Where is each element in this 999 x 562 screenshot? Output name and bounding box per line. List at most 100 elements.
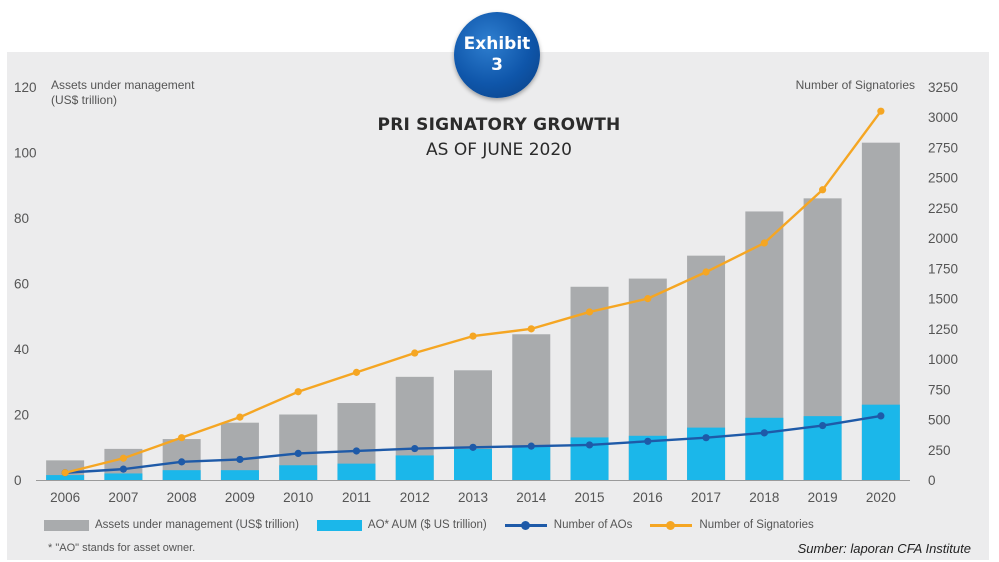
- point-number-of-aos: [236, 455, 244, 464]
- point-number-of-signatories: [469, 332, 477, 340]
- right-tick-label: 3000: [928, 110, 958, 125]
- x-tick-label: 2015: [575, 490, 605, 505]
- bar-ao-aum: [279, 465, 318, 480]
- right-tick-label: 250: [928, 443, 951, 458]
- right-tick-label: 2750: [928, 140, 958, 155]
- legend-label-aos: Number of AOs: [553, 519, 633, 531]
- point-number-of-signatories: [236, 413, 244, 421]
- bar-ao-aum: [454, 448, 492, 480]
- point-number-of-aos: [877, 412, 885, 420]
- x-tick-label: 2009: [225, 490, 255, 505]
- point-number-of-aos: [527, 442, 535, 450]
- x-tick-label: 2012: [400, 490, 430, 505]
- bar-ao-aum: [337, 463, 376, 480]
- right-tick-label: 2000: [928, 231, 958, 246]
- legend-swatch-ao-aum: [316, 519, 362, 531]
- right-tick-label: 1250: [928, 322, 958, 337]
- legend-label-signatories: Number of Signatories: [699, 519, 814, 531]
- legend-item-ao-aum: AO* AUM ($ US trillion): [316, 519, 487, 531]
- exhibit-number: 3: [491, 55, 503, 75]
- legend-item-aos: Number of AOs: [504, 519, 633, 531]
- legend-item-aum: Assets under management (US$ trillion): [44, 519, 299, 531]
- right-tick-label: 2500: [928, 171, 958, 186]
- exhibit-label: Exhibit: [463, 34, 531, 54]
- chart-subtitle: AS OF JUNE 2020: [426, 140, 572, 160]
- point-number-of-signatories: [294, 388, 302, 396]
- right-tick-label: 2250: [928, 201, 958, 216]
- left-axis-label: Assets under management (US$ trillion): [51, 78, 194, 108]
- exhibit-badge: Exhibit 3: [454, 12, 540, 98]
- point-number-of-aos: [585, 441, 594, 449]
- x-tick-label: 2008: [167, 490, 197, 505]
- x-tick-label: 2017: [691, 490, 721, 505]
- point-number-of-aos: [469, 443, 477, 451]
- right-tick-label: 1000: [928, 352, 958, 367]
- point-number-of-signatories: [411, 349, 419, 357]
- right-tick-label: 500: [928, 413, 951, 428]
- left-tick-label: 0: [14, 473, 22, 488]
- left-axis-label-line2: (US$ trillion): [51, 93, 118, 107]
- bar-ao-aum: [395, 455, 434, 480]
- footnote: * "AO" stands for asset owner.: [48, 542, 196, 554]
- point-number-of-aos: [294, 449, 302, 457]
- x-tick-label: 2019: [808, 490, 838, 505]
- legend-item-signatories: Number of Signatories: [650, 519, 814, 531]
- x-tick-label: 2018: [749, 490, 779, 505]
- right-axis-label: Number of Signatories: [795, 78, 915, 92]
- bar-ao-aum: [220, 470, 259, 480]
- source-note: Sumber: laporan CFA Institute: [797, 541, 971, 556]
- point-number-of-aos: [702, 434, 710, 442]
- x-tick-label: 2014: [516, 490, 547, 505]
- left-axis-label-line1: Assets under management: [51, 78, 195, 92]
- left-tick-label: 60: [14, 277, 29, 292]
- point-number-of-signatories: [644, 295, 652, 303]
- left-tick-label: 40: [14, 342, 29, 357]
- point-number-of-aos: [411, 444, 419, 453]
- x-tick-label: 2007: [108, 490, 138, 505]
- right-tick-label: 3250: [928, 80, 958, 95]
- point-number-of-aos: [352, 447, 361, 455]
- left-tick-label: 120: [14, 80, 37, 95]
- x-tick-label: 2010: [283, 490, 313, 505]
- point-number-of-signatories: [585, 308, 594, 316]
- right-tick-label: 1750: [928, 261, 958, 276]
- point-number-of-aos: [644, 437, 652, 445]
- x-tick-label: 2013: [458, 490, 488, 505]
- bar-ao-aum: [745, 417, 784, 480]
- left-tick-label: 100: [14, 146, 37, 161]
- point-number-of-signatories: [760, 239, 768, 247]
- point-number-of-aos: [760, 429, 768, 437]
- bar-ao-aum: [104, 473, 143, 480]
- point-number-of-aos: [819, 421, 827, 430]
- right-tick-label: 0: [928, 473, 936, 488]
- point-number-of-signatories: [527, 325, 535, 333]
- legend-swatch-aos: [504, 520, 547, 531]
- x-tick-label: 2011: [342, 490, 371, 505]
- left-tick-label: 20: [14, 408, 29, 423]
- point-number-of-signatories: [819, 186, 827, 194]
- legend-label-ao-aum: AO* AUM ($ US trillion): [367, 519, 487, 531]
- point-number-of-signatories: [178, 434, 186, 442]
- point-number-of-signatories: [877, 107, 885, 115]
- point-number-of-signatories: [119, 454, 127, 462]
- legend-swatch-signatories: [650, 520, 693, 531]
- bar-ao-aum: [162, 470, 201, 480]
- right-tick-label: 1500: [928, 292, 958, 307]
- point-number-of-signatories: [61, 469, 69, 477]
- legend-label-aum: Assets under management (US$ trillion): [95, 519, 299, 531]
- bar-ao-aum: [46, 475, 85, 480]
- chart-title: PRI SIGNATORY GROWTH: [377, 115, 621, 135]
- point-number-of-aos: [119, 465, 127, 473]
- right-tick-label: 750: [928, 382, 951, 397]
- legend: Assets under management (US$ trillion) A…: [44, 519, 832, 531]
- point-number-of-signatories: [352, 368, 361, 376]
- x-tick-label: 2020: [866, 490, 896, 505]
- bar-ao-aum: [512, 445, 551, 480]
- point-number-of-aos: [178, 458, 186, 466]
- point-number-of-signatories: [702, 268, 710, 276]
- legend-swatch-aum: [44, 519, 89, 531]
- x-tick-label: 2006: [50, 490, 80, 505]
- x-tick-label: 2016: [633, 490, 663, 505]
- left-tick-label: 80: [14, 211, 29, 226]
